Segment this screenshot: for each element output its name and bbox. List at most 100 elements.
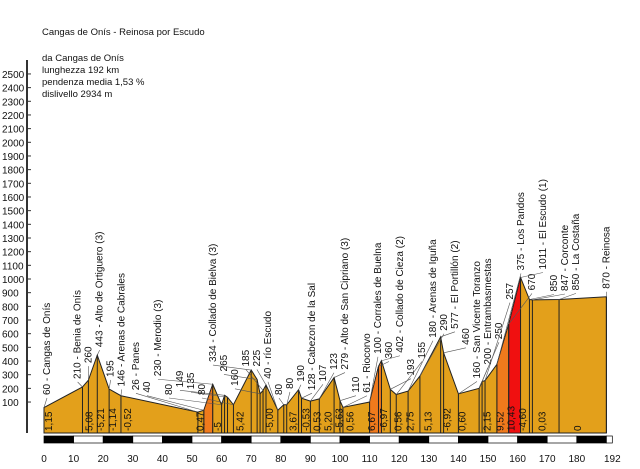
km-scale-segment <box>280 435 311 444</box>
waypoint-label: 146 - Arenas de Cabrales <box>117 273 128 386</box>
x-tick-label: 10 <box>68 454 80 465</box>
label-leader-line <box>179 390 225 396</box>
label-leader-line <box>381 355 401 362</box>
label-leader-line <box>146 395 204 411</box>
gradient-label: 5,20 <box>324 411 335 431</box>
label-leader-line <box>135 393 199 413</box>
y-tick-label: 2400 <box>2 84 25 95</box>
y-tick-label: 1000 <box>2 275 25 286</box>
waypoint-label: 225 <box>252 349 263 366</box>
label-leader-line <box>520 272 544 278</box>
gradient-label: -6,97 <box>379 408 390 431</box>
y-tick-label: 1800 <box>2 166 25 177</box>
label-leader-line <box>396 361 423 395</box>
gradient-label: 6,67 <box>367 411 378 431</box>
y-tick-label: 2300 <box>2 97 25 108</box>
label-leader-line <box>245 369 264 391</box>
gradient-label: 5,42 <box>235 411 246 431</box>
label-leader-line <box>319 372 335 400</box>
waypoint-label: 360 <box>384 341 395 358</box>
km-scale-segment <box>102 435 134 444</box>
km-scale-segment <box>191 435 222 444</box>
label-leader-line <box>532 293 566 301</box>
waypoint-label: 870 - Reinosa <box>601 226 612 289</box>
km-scale-segment <box>162 435 193 444</box>
waypoint-label: 290 <box>439 314 450 331</box>
info-climb: dislivello 2934 m <box>42 89 113 100</box>
label-leader-line <box>298 384 302 390</box>
y-tick-label: 800 <box>2 302 19 313</box>
waypoint-label: 279 - Alto de San Cipriano (3) <box>340 238 351 370</box>
waypoint-label: 257 <box>505 282 516 299</box>
waypoint-label: 402 - Collado de Cieza (2) <box>395 236 406 353</box>
gradient-label: 2,15 <box>483 411 494 431</box>
waypoint-label: 334 - Collado de Bielva (3) <box>208 244 219 362</box>
y-tick-label: 900 <box>2 289 19 300</box>
gradient-label: 0,53 <box>313 411 324 431</box>
gradient-label: -4,60 <box>518 408 529 431</box>
label-leader-line <box>223 374 258 380</box>
gradient-label: 5,13 <box>423 411 434 431</box>
gradient-label: 1,15 <box>44 411 55 431</box>
label-leader-line <box>484 302 511 381</box>
y-tick-label: 700 <box>2 316 19 327</box>
waypoint-label: 460 <box>461 328 472 345</box>
waypoint-label: 80 <box>164 383 175 395</box>
y-tick-label: 2500 <box>2 70 25 81</box>
gradient-label: 3,67 <box>289 411 300 431</box>
label-leader-line <box>508 293 533 325</box>
gradient-label: 0,03 <box>537 411 548 431</box>
y-tick-label: 2000 <box>2 138 25 149</box>
waypoint-label: 100 - Corrales de Buelna <box>373 242 384 354</box>
y-tick-label: 1300 <box>2 234 25 245</box>
x-tick-label: 192 <box>604 454 621 465</box>
waypoint-label: 149 <box>175 370 186 387</box>
waypoint-label: 577 - El Portillón (2) <box>450 240 461 328</box>
label-leader-line <box>267 381 279 411</box>
waypoint-label: 80 <box>197 383 208 395</box>
waypoint-label: 123 <box>329 353 340 370</box>
km-scale-segment <box>339 435 370 444</box>
x-tick-label: 30 <box>127 454 139 465</box>
label-leader-line <box>212 364 252 371</box>
gradient-label: 0,56 <box>346 411 357 431</box>
gradient-label: 5,08 <box>84 411 95 431</box>
waypoint-label: 850 <box>549 274 560 291</box>
waypoint-label: 60 - Cangas de Onís <box>42 303 53 395</box>
label-leader-line <box>157 378 213 385</box>
label-leader-line <box>256 369 267 386</box>
label-leader-line <box>419 333 445 377</box>
x-tick-label: 160 <box>509 454 526 465</box>
x-tick-label: 180 <box>568 454 585 465</box>
y-tick-label: 1200 <box>2 248 25 259</box>
waypoint-label: 80 <box>285 377 296 389</box>
waypoint-label: 847 - Corconte <box>560 224 571 291</box>
y-tick-label: 1700 <box>2 179 25 190</box>
gradient-label: 9,52 <box>496 411 507 431</box>
gradient-label: -5,63 <box>335 408 346 431</box>
gradient-label: -5 <box>213 422 224 431</box>
gradient-label: -0,52 <box>123 408 134 431</box>
km-scale-segment <box>576 435 607 444</box>
x-tick-label: 70 <box>246 454 258 465</box>
waypoint-label: 375 - Los Pandos <box>516 192 527 270</box>
label-leader-line <box>458 381 478 395</box>
waypoint-label: 160 <box>230 369 241 386</box>
label-leader-line <box>339 395 357 401</box>
km-scale-segment <box>250 435 282 444</box>
km-scale-segment <box>517 435 548 444</box>
label-leader-line <box>342 395 368 408</box>
km-scale-segment <box>369 435 400 444</box>
label-leader-line <box>190 391 228 398</box>
x-tick-label: 40 <box>157 454 169 465</box>
label-leader-line <box>97 350 100 356</box>
waypoint-label: 61 - Riocorvo <box>362 333 373 393</box>
waypoint-label: 850 - La Costaña <box>571 213 582 290</box>
x-tick-label: 80 <box>275 454 287 465</box>
y-tick-label: 500 <box>2 343 19 354</box>
x-tick-label: 130 <box>420 454 437 465</box>
label-leader-line <box>529 294 555 300</box>
x-tick-label: 0 <box>41 454 47 465</box>
info-avg-gradient: pendenza media 1,53 % <box>42 77 145 88</box>
waypoint-label: 200 - Entrambasmestas <box>483 258 494 364</box>
